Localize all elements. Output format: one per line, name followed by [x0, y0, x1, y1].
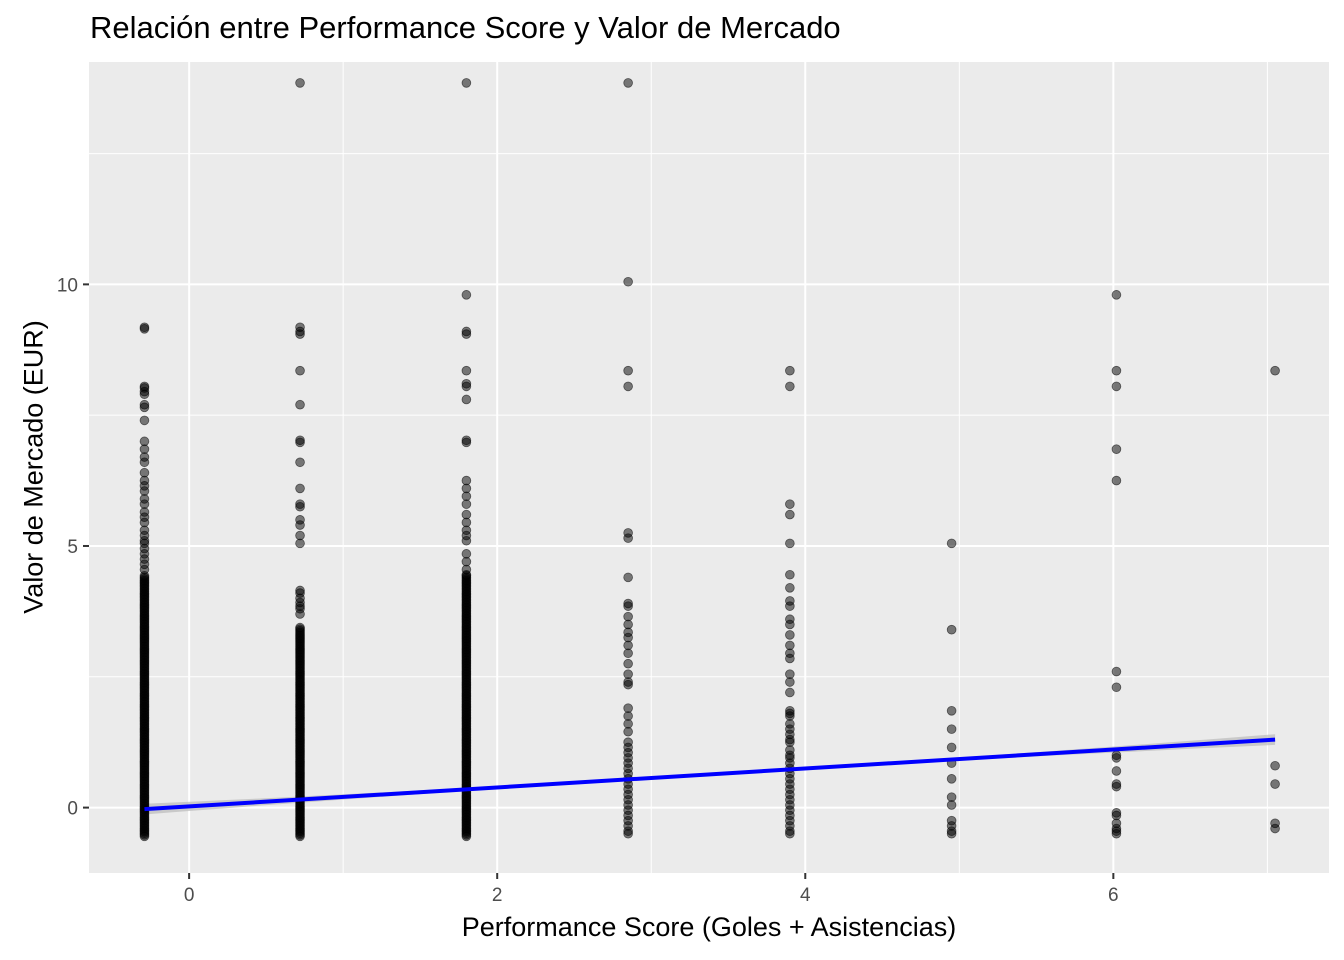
data-point [1111, 444, 1122, 454]
data-point [139, 389, 150, 400]
data-point [623, 572, 633, 583]
data-point [139, 324, 150, 334]
data-point [461, 381, 472, 392]
data-point [295, 457, 305, 468]
data-point [623, 828, 633, 839]
data-point [139, 402, 150, 413]
data-point [461, 499, 472, 509]
data-point [946, 742, 957, 753]
data-point [295, 520, 305, 530]
data-point [1270, 760, 1280, 771]
data-point [461, 365, 472, 376]
data-point [946, 774, 957, 784]
data-point [461, 78, 472, 88]
data-point [623, 533, 633, 543]
data-point [295, 78, 305, 88]
data-point [623, 276, 633, 287]
data-point [785, 677, 795, 687]
major-gridlines [89, 62, 1329, 873]
data-point [461, 394, 472, 405]
data-point [139, 415, 150, 426]
data-point [785, 569, 795, 580]
data-point [946, 724, 957, 734]
data-point [785, 365, 795, 376]
data-point [461, 569, 472, 580]
data-point [785, 381, 795, 392]
data-point [785, 630, 795, 640]
data-point [785, 619, 795, 630]
data-point [139, 457, 150, 468]
x-tick-label: 6 [1108, 885, 1119, 906]
x-tick-label: 2 [492, 885, 503, 906]
trend-line-layer [144, 737, 1276, 812]
data-point [623, 679, 633, 690]
data-point [946, 624, 957, 635]
data-point [623, 78, 633, 88]
data-point [461, 290, 472, 300]
data-point [946, 538, 957, 549]
trend-line [144, 737, 1276, 812]
data-point [785, 583, 795, 593]
data-point [461, 329, 472, 339]
data-point [785, 653, 795, 664]
data-point [461, 535, 472, 546]
data-point [946, 705, 957, 716]
data-point [1270, 823, 1280, 834]
data-point [1111, 828, 1122, 839]
data-point [139, 564, 150, 575]
data-point [295, 365, 305, 376]
data-point [623, 601, 633, 611]
data-point [1270, 779, 1280, 789]
y-tick-label: 0 [67, 799, 78, 820]
data-point [295, 329, 305, 339]
data-point [1270, 365, 1280, 376]
points-layer [139, 78, 1280, 842]
data-point [295, 622, 305, 633]
minor-gridlines [89, 62, 1329, 873]
data-point [1111, 682, 1122, 693]
data-point [623, 648, 633, 659]
data-point [785, 509, 795, 520]
x-axis-title: Performance Score (Goles + Asistencias) [461, 912, 957, 942]
chart-title: Relación entre Performance Score y Valor… [90, 10, 841, 45]
data-point [1111, 381, 1122, 392]
plot-panel [89, 62, 1329, 873]
data-point [623, 658, 633, 669]
data-point [1111, 753, 1122, 763]
data-point [946, 828, 957, 839]
x-axis-ticks: 0 2 4 6 [184, 873, 1119, 906]
y-axis-title: Valor de Mercado (EUR) [18, 320, 49, 614]
data-point [623, 365, 633, 376]
y-axis-ticks: 0 5 10 [57, 275, 89, 820]
data-point [946, 800, 957, 810]
data-point [295, 437, 305, 448]
data-point [1111, 290, 1122, 300]
data-point [785, 828, 795, 839]
x-tick-label: 4 [800, 885, 811, 906]
data-point [785, 538, 795, 549]
data-point [1111, 475, 1122, 486]
data-point [295, 399, 305, 410]
data-point [785, 499, 795, 509]
y-tick-label: 10 [57, 275, 78, 296]
data-point [1111, 365, 1122, 376]
data-point [1111, 666, 1122, 677]
data-point [461, 437, 472, 448]
data-point [295, 483, 305, 494]
data-point [623, 726, 633, 737]
data-point [295, 538, 305, 549]
x-tick-label: 0 [184, 885, 195, 906]
data-point [785, 687, 795, 698]
data-point [623, 381, 633, 392]
data-point [1111, 781, 1122, 792]
data-point [295, 609, 305, 619]
data-point [785, 601, 795, 611]
y-tick-label: 5 [67, 537, 78, 558]
data-point [295, 501, 305, 512]
data-point [1111, 766, 1122, 776]
